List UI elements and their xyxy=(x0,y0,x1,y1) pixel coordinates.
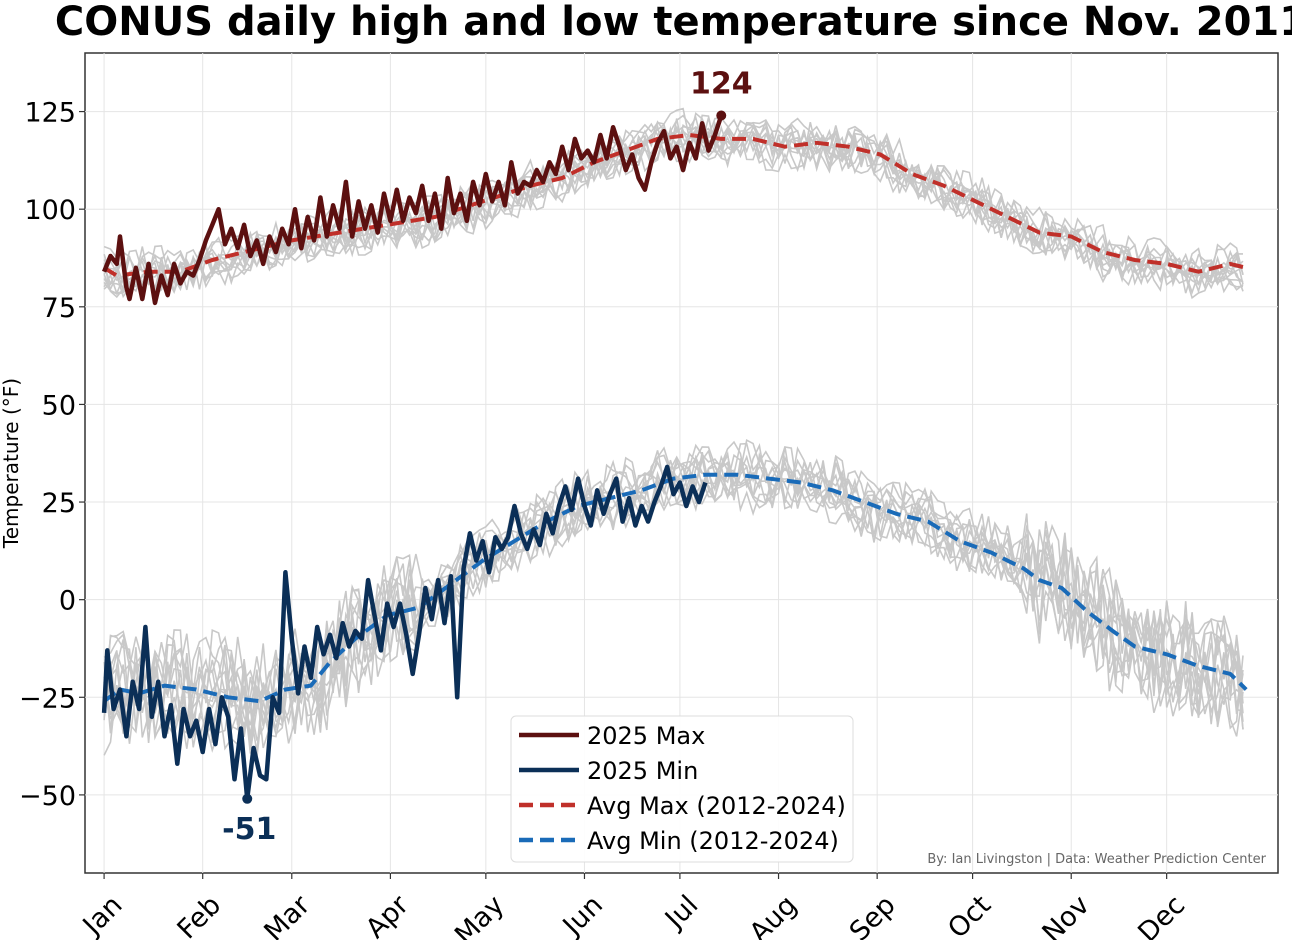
historical-max-line xyxy=(103,127,1244,299)
historical-max-line xyxy=(103,125,1244,291)
legend: 2025 Max 2025 Min Avg Max (2012-2024) Avg M… xyxy=(510,715,854,863)
y-axis-label: Temperature (°F) xyxy=(0,378,23,549)
legend-label: Avg Min (2012-2024) xyxy=(587,827,839,855)
x-tick-label: Jul xyxy=(658,890,704,936)
annotations: 124 -51 xyxy=(222,66,752,846)
series-line-2025-min xyxy=(101,464,708,802)
x-tick-label: Aug xyxy=(744,890,803,940)
x-tick-label: Jan xyxy=(76,890,129,940)
x-tick-label: Sep xyxy=(844,890,902,940)
chart-title: CONUS daily high and low temperature sin… xyxy=(54,0,1292,45)
historical-min-line xyxy=(103,457,1244,754)
x-tick-label: Dec xyxy=(1132,890,1191,940)
y-tick-label: 25 xyxy=(42,488,76,519)
annotation-marker xyxy=(242,793,253,804)
legend-box xyxy=(510,715,854,863)
legend-label: 2025 Max xyxy=(587,722,705,750)
x-tick-label: May xyxy=(449,890,510,940)
series-line-avg-min-2012-2024- xyxy=(102,472,1248,704)
series-layer xyxy=(101,114,1248,802)
y-tick-label: 100 xyxy=(24,195,76,226)
y-tick-label: 50 xyxy=(42,390,76,421)
x-tick-label: Mar xyxy=(258,889,317,940)
x-tick-label: Oct xyxy=(942,890,997,940)
x-tick-label: Jun xyxy=(556,890,609,940)
historical-max-line xyxy=(103,123,1244,295)
x-tick-label: Apr xyxy=(360,889,416,940)
annotation-marker xyxy=(716,110,727,121)
x-tick-label: Nov xyxy=(1037,890,1096,940)
legend-label: Avg Max (2012-2024) xyxy=(587,792,846,820)
historical-max-line xyxy=(103,114,1244,282)
x-tick-label: Feb xyxy=(172,890,228,940)
annotation-label: 124 xyxy=(690,66,753,101)
y-tick-label: −25 xyxy=(19,683,76,714)
y-tick-label: −50 xyxy=(19,781,76,812)
legend-label: 2025 Min xyxy=(587,757,698,785)
x-axis: Jan Feb Mar Apr May Jun Jul Aug Sep Oct Nov Dec xyxy=(76,873,1191,940)
annotation-label: -51 xyxy=(222,812,276,847)
y-tick-label: 0 xyxy=(59,586,76,617)
y-tick-label: 75 xyxy=(42,293,76,324)
historical-min-line xyxy=(103,452,1244,739)
y-axis: 125 100 75 50 25 0 −25 −50 xyxy=(19,98,85,812)
credit-text: By: Ian Livingston | Data: Weather Predi… xyxy=(927,852,1266,867)
y-tick-label: 125 xyxy=(24,98,76,129)
series-line-2025-max xyxy=(102,114,724,306)
